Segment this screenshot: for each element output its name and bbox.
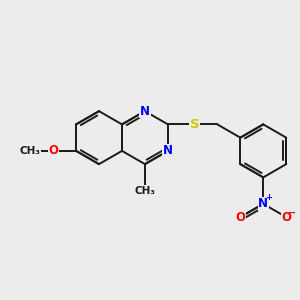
Text: S: S [190, 118, 199, 131]
Text: CH₃: CH₃ [134, 186, 155, 196]
Text: +: + [265, 194, 272, 202]
Text: O: O [48, 144, 58, 158]
Text: N: N [258, 197, 268, 210]
Text: O: O [281, 211, 291, 224]
Text: O: O [235, 211, 245, 224]
Text: N: N [163, 144, 173, 158]
Text: CH₃: CH₃ [20, 146, 41, 156]
Text: −: − [288, 208, 296, 218]
Text: N: N [140, 105, 150, 118]
